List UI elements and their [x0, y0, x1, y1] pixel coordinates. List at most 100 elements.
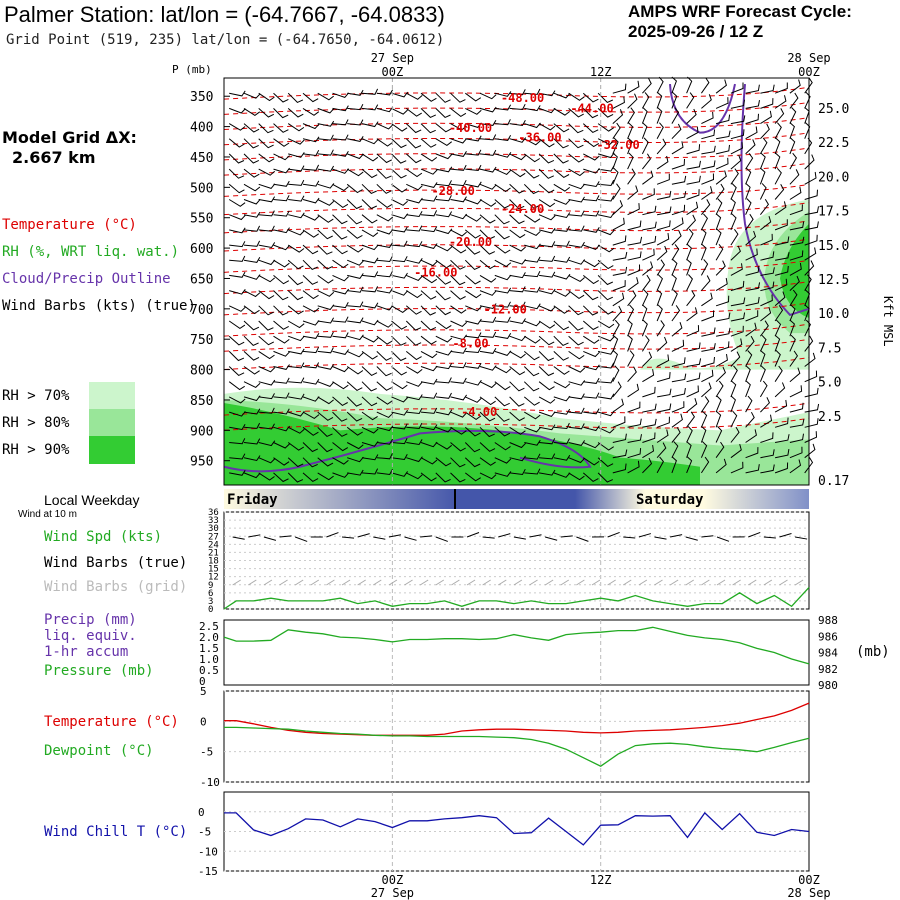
- wind-barb: [258, 168, 276, 176]
- wind-barb: [420, 243, 438, 249]
- wind-barb: [656, 122, 664, 139]
- wind-barb: [568, 138, 584, 149]
- wind-barb: [435, 350, 453, 356]
- wind-barb: [789, 289, 798, 307]
- grid-wind-barb: [466, 579, 476, 586]
- surface-wind-barb: [685, 536, 698, 541]
- wind-barb: [332, 105, 349, 112]
- wind-barb: [789, 275, 800, 291]
- wind-barb: [391, 396, 409, 403]
- wind-barb: [287, 259, 304, 270]
- wind-barb: [258, 472, 275, 481]
- wind-barb: [405, 138, 422, 149]
- wind-barb: [494, 426, 511, 437]
- wind-barb: [229, 241, 246, 248]
- height-tick-label: 20.0: [818, 170, 849, 185]
- wind-barb: [760, 449, 775, 459]
- wind-barb: [612, 235, 627, 246]
- wind-barb: [671, 123, 682, 140]
- wind-barb: [479, 183, 497, 190]
- wind-barb: [273, 472, 289, 483]
- wind-barb: [479, 290, 497, 296]
- wind-barb: [406, 274, 423, 281]
- wind-barb: [789, 433, 804, 443]
- wind-barb: [317, 347, 334, 354]
- wind-barb: [568, 305, 584, 316]
- wind-barb: [243, 408, 261, 415]
- temperature-contour: [223, 238, 810, 252]
- precip-tick-label: 2.5: [199, 620, 219, 633]
- wind-barb: [760, 414, 773, 428]
- wind-barb: [568, 320, 584, 331]
- wind-barb: [479, 134, 497, 141]
- wind-speed-line: [223, 586, 810, 610]
- wind-barb: [391, 138, 407, 149]
- pressure-tick-label: 750: [190, 333, 213, 348]
- wind-barb: [583, 153, 600, 161]
- wind-barb: [539, 255, 556, 262]
- temp-tick-label: 0: [200, 715, 207, 728]
- wind-barb: [760, 320, 769, 337]
- wind-barb: [391, 256, 408, 263]
- wind-barb: [361, 229, 379, 238]
- wind-barb: [686, 385, 699, 398]
- surface-wind-barb: [716, 536, 730, 542]
- wind-barb: [450, 196, 467, 203]
- wind-barb: [228, 153, 245, 164]
- wind-barb: [509, 103, 526, 111]
- wind-barb: [317, 317, 335, 324]
- wind-barb: [612, 280, 626, 292]
- wind-barb: [391, 335, 407, 346]
- wind-barb: [317, 426, 333, 437]
- wind-barb: [539, 469, 556, 476]
- wind-barb: [597, 138, 615, 145]
- wind-barb: [538, 123, 556, 131]
- wind-tick-label: 15: [208, 565, 219, 575]
- wind-barb: [789, 79, 801, 94]
- wind-barb: [317, 411, 334, 421]
- wind-barb: [730, 443, 742, 459]
- accum-label: 1-hr accum: [44, 644, 129, 660]
- wind-barb: [464, 457, 481, 468]
- pressure-tick-label: 986: [818, 630, 838, 643]
- wind-barb: [700, 425, 707, 443]
- wind-barb: [317, 290, 335, 297]
- wind-barb: [302, 123, 320, 130]
- wind-barb: [273, 227, 290, 234]
- wind-barb: [258, 320, 274, 331]
- wind-barb: [479, 347, 497, 354]
- wind-barb: [627, 137, 633, 155]
- wind-barb: [627, 264, 641, 276]
- wind-barb: [700, 243, 707, 261]
- wind-barb: [420, 168, 438, 175]
- wind-barb: [317, 120, 335, 127]
- wind-barb: [273, 244, 290, 251]
- temperature-contour: [223, 132, 810, 146]
- wind-barb: [228, 199, 246, 207]
- wind-barb: [553, 168, 570, 179]
- wind-barb: [523, 168, 540, 179]
- wind-barb: [479, 457, 496, 466]
- wind-barb: [730, 297, 746, 307]
- wind-barb: [524, 122, 541, 129]
- wind-panel-frame: [223, 511, 810, 610]
- wind-barb: [597, 410, 615, 417]
- wind-barb: [361, 350, 378, 360]
- wind-barb: [760, 84, 775, 94]
- grid-wind-barb: [763, 579, 773, 586]
- rh-70-swatch: [89, 382, 135, 409]
- wind-barb: [789, 152, 798, 170]
- wind-barb: [568, 472, 585, 481]
- wind-barb: [435, 472, 451, 483]
- wind-barb: [539, 424, 556, 431]
- wind-barb: [715, 170, 727, 185]
- wind-barb: [464, 229, 481, 239]
- temperature-contour: [223, 259, 810, 273]
- wind-barb: [273, 259, 290, 268]
- wind-barb: [450, 320, 468, 327]
- wind-barb: [524, 468, 541, 475]
- wind-barb: [406, 211, 423, 218]
- temperature-line: [224, 702, 810, 736]
- wind-barb: [730, 263, 743, 276]
- wind-barb: [376, 381, 393, 391]
